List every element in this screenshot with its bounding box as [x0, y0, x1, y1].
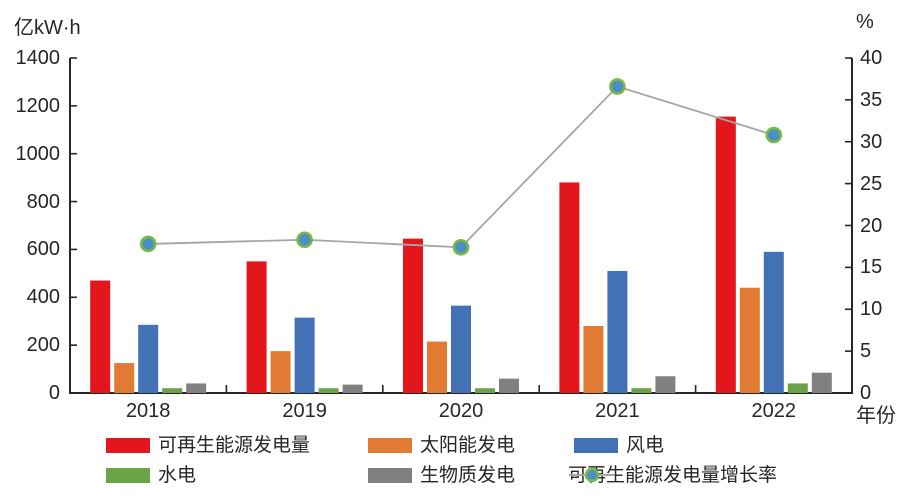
bar-2-2022 [763, 251, 784, 393]
bar-2-2021 [607, 270, 628, 393]
legend-line-marker-icon [569, 467, 615, 483]
legend-item-solar: 太阳能发电 [368, 434, 516, 456]
bar-4-2021 [655, 376, 676, 393]
growth-rate-marker-2018 [139, 235, 157, 253]
legend-label-renewable-total: 可再生能源发电量 [158, 434, 311, 456]
bar-2-2018 [138, 324, 159, 393]
x-category-label: 2020 [438, 400, 484, 422]
right-axis-tick-label: 10 [860, 298, 883, 321]
legend-label-hydro: 水电 [158, 464, 197, 486]
right-axis-tick-label: 30 [860, 130, 883, 153]
legend-label-wind: 风电 [626, 434, 665, 456]
left-axis-unit-label: 亿kW·h [14, 17, 81, 39]
legend-label-growth-rate: 可再生能源发电量增长率 [568, 464, 778, 486]
left-axis-tick-label: 400 [26, 286, 60, 309]
legend-swatch-biomass [368, 467, 412, 483]
bar-1-2022 [739, 287, 760, 393]
bar-4-2019 [342, 384, 363, 393]
growth-rate-marker-2020 [452, 238, 470, 256]
legend-item-growth-rate: 可再生能源发电量增长率 [568, 464, 778, 486]
legend-item-wind: 风电 [574, 434, 665, 456]
right-axis-tick-label: 40 [860, 47, 883, 69]
legend-swatch-renewable-total [106, 437, 150, 453]
bar-1-2018 [114, 363, 135, 393]
right-axis-tick-label: 20 [860, 214, 883, 237]
bar-1-2020 [427, 341, 447, 393]
x-category-label: 2022 [751, 400, 797, 422]
bar-1-2019 [270, 351, 291, 393]
bar-4-2022 [811, 372, 832, 393]
legend-item-biomass: 生物质发电 [368, 464, 516, 486]
left-axis-tick-label: 1400 [15, 47, 61, 69]
right-axis-tick-label: 15 [860, 256, 883, 279]
bar-0-2022 [715, 116, 736, 393]
right-axis-tick-label: 35 [860, 88, 883, 111]
growth-rate-marker-2019 [296, 231, 313, 249]
bar-3-2021 [631, 388, 652, 393]
bar-0-2019 [246, 261, 267, 393]
left-axis-tick-label: 0 [48, 382, 60, 404]
bar-2-2020 [451, 305, 471, 393]
legend-label-solar: 太阳能发电 [420, 434, 516, 456]
growth-rate-marker-2021 [609, 78, 626, 95]
legend-label-biomass: 生物质发电 [420, 464, 516, 486]
bar-0-2018 [90, 280, 111, 393]
x-category-label: 2019 [282, 400, 327, 422]
bar-3-2018 [162, 388, 183, 393]
growth-rate-line [148, 85, 775, 249]
left-axis-tick-label: 200 [26, 334, 60, 357]
left-axis-tick-label: 1200 [15, 94, 61, 117]
bar-3-2022 [787, 383, 808, 393]
legend-swatch-solar [368, 437, 412, 453]
left-axis-tick-label: 1000 [15, 142, 61, 165]
bar-3-2019 [318, 388, 339, 393]
legend-swatch-wind [574, 437, 618, 453]
growth-rate-marker-2022 [765, 126, 783, 144]
bar-3-2020 [475, 388, 495, 393]
legend-item-hydro: 水电 [106, 464, 197, 486]
right-axis-unit-label: % [856, 11, 874, 33]
bar-4-2018 [186, 383, 207, 393]
x-category-label: 2021 [595, 400, 640, 422]
legend-swatch-hydro [106, 467, 150, 483]
right-axis-tick-label: 5 [860, 340, 872, 363]
bar-0-2020 [403, 238, 423, 393]
left-axis-tick-label: 600 [26, 238, 60, 261]
left-axis-tick-label: 800 [26, 190, 60, 213]
bar-4-2020 [499, 378, 519, 393]
x-axis-unit-label: 年份 [856, 405, 896, 427]
right-axis-tick-label: 0 [860, 382, 872, 404]
bar-0-2021 [559, 182, 580, 393]
right-axis-tick-label: 25 [860, 172, 883, 195]
x-category-label: 2018 [125, 400, 171, 422]
bar-2-2019 [294, 317, 315, 393]
legend-item-renewable-total: 可再生能源发电量 [106, 434, 311, 456]
bar-1-2021 [583, 326, 604, 393]
